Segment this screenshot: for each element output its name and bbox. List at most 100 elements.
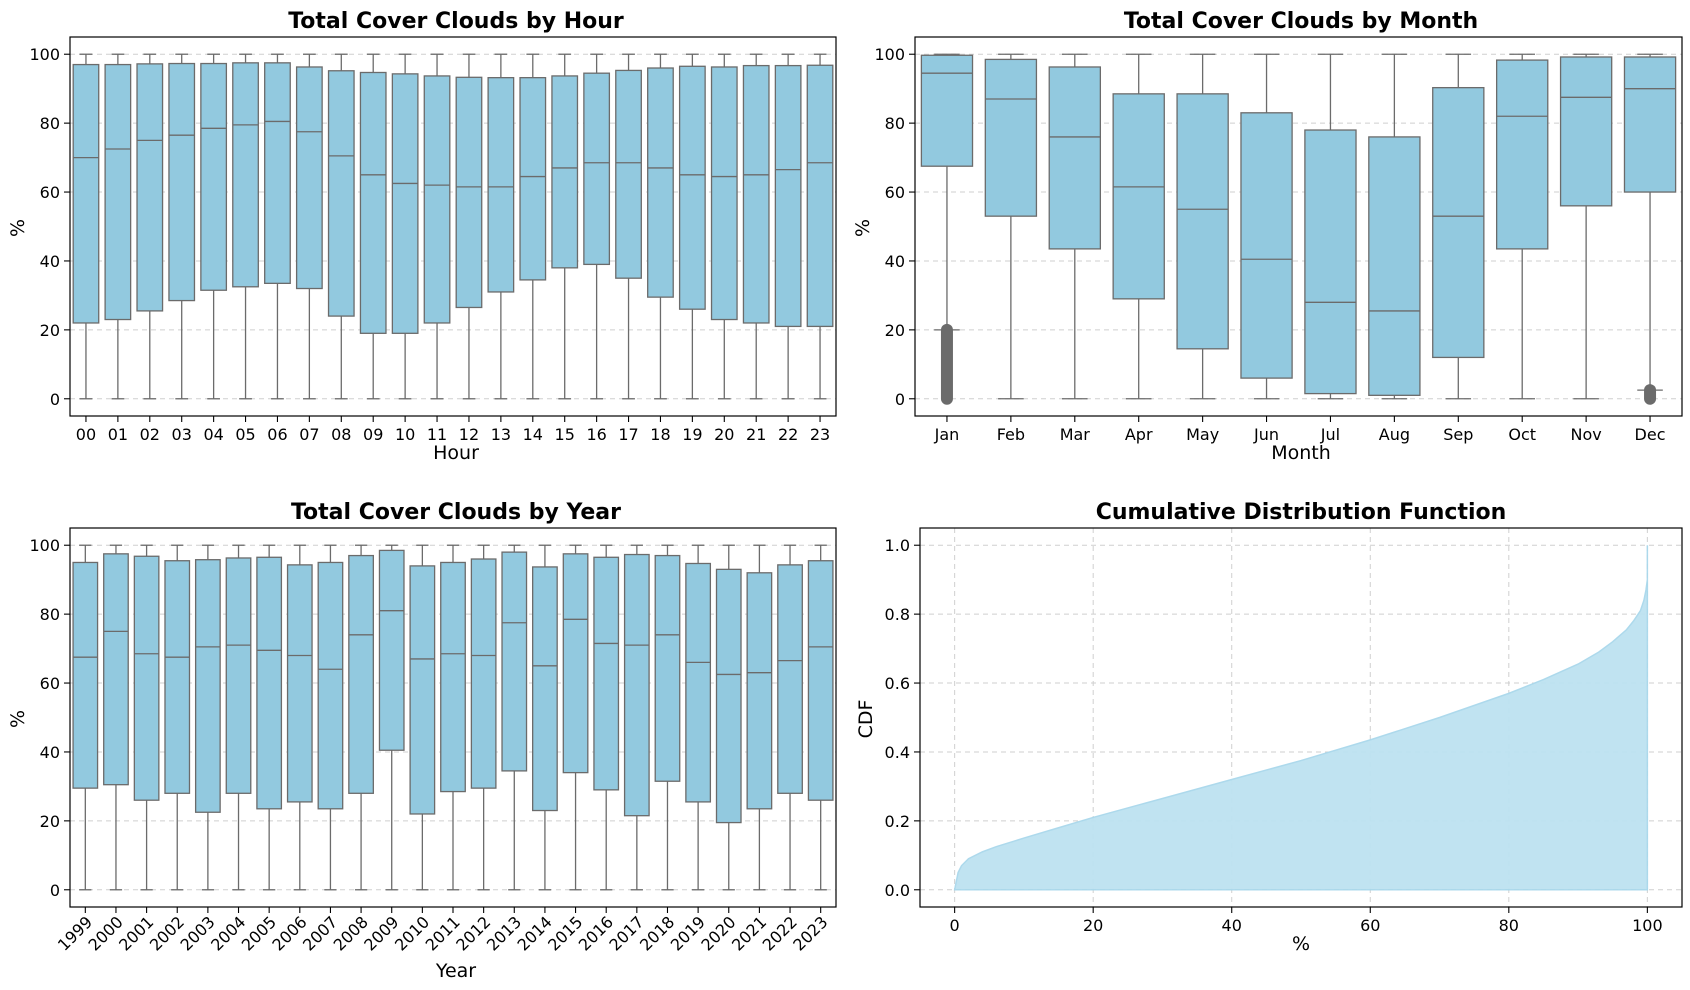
box: [264, 62, 291, 285]
cdf-x-axis-label: %: [1292, 933, 1310, 955]
box: [583, 72, 611, 266]
x-tick-label: Aug: [1379, 425, 1410, 444]
cdf-y-axis-label: CDF: [855, 700, 877, 739]
x-tick-label: Mar: [1060, 425, 1091, 444]
x-tick-label: 18: [650, 425, 670, 444]
x-tick-label: Dec: [1635, 425, 1666, 444]
box: [1368, 136, 1421, 396]
y-tick-label: 20: [40, 812, 60, 831]
box: [1623, 56, 1677, 193]
x-tick-label: Jul: [1320, 425, 1340, 444]
box: [200, 62, 228, 291]
y-tick-label: 0.0: [885, 881, 910, 900]
x-tick-label: 2006: [268, 912, 310, 954]
box: [455, 76, 483, 309]
box: [423, 75, 451, 324]
hour-x-axis-label: Hour: [433, 442, 479, 464]
y-tick-label: 0.6: [885, 674, 910, 693]
hour-chart-title: Total Cover Clouds by Hour: [288, 9, 624, 34]
x-tick-label: 12: [459, 425, 479, 444]
month-chart-title: Total Cover Clouds by Month: [1124, 9, 1478, 34]
y-tick-label: 100: [874, 45, 905, 64]
box: [103, 553, 129, 786]
y-tick-label: 40: [40, 743, 60, 762]
x-tick-label: 60: [1360, 916, 1380, 935]
x-tick-label: 2020: [697, 912, 739, 954]
x-tick-label: 07: [299, 425, 319, 444]
y-tick-label: 0.8: [885, 605, 910, 624]
box: [710, 66, 738, 321]
x-tick-label: 09: [363, 425, 383, 444]
box: [593, 556, 620, 791]
y-tick-label: 1.0: [885, 536, 910, 555]
box: [391, 73, 419, 334]
x-tick-label: 2017: [605, 912, 647, 954]
x-tick-label: 2019: [667, 912, 709, 954]
y-tick-label: 20: [885, 321, 905, 340]
x-tick-label: Feb: [997, 425, 1025, 444]
box: [623, 553, 650, 817]
box: [615, 69, 642, 279]
x-tick-label: 10: [395, 425, 415, 444]
box: [920, 54, 974, 167]
y-tick-label: 100: [29, 45, 60, 64]
box: [1432, 86, 1485, 359]
x-tick-label: 19: [682, 425, 702, 444]
plot-frame: [914, 36, 1683, 417]
x-tick-label: Sep: [1443, 425, 1473, 444]
box: [1495, 59, 1549, 250]
x-tick-label: 2007: [299, 912, 341, 954]
x-tick-label: 2023: [789, 912, 831, 954]
box: [164, 560, 191, 794]
x-tick-label: 2005: [238, 912, 280, 954]
y-tick-label: 0.2: [885, 812, 910, 831]
x-tick-label: 08: [331, 425, 351, 444]
box: [501, 551, 528, 772]
x-tick-label: 11: [427, 425, 447, 444]
x-tick-label: 16: [586, 425, 606, 444]
box: [136, 63, 164, 312]
x-tick-label: 00: [76, 425, 96, 444]
x-tick-label: 20: [1083, 916, 1103, 935]
x-tick-label: 2010: [391, 912, 433, 954]
y-tick-label: 0: [895, 390, 905, 409]
x-tick-label: May: [1186, 425, 1219, 444]
x-tick-label: 20: [714, 425, 734, 444]
x-tick-label: 40: [1222, 916, 1242, 935]
x-tick-label: 2016: [575, 912, 617, 954]
x-tick-label: Jun: [1253, 425, 1279, 444]
box: [133, 555, 160, 801]
x-tick-label: 2021: [728, 912, 770, 954]
x-tick-label: 13: [491, 425, 511, 444]
x-tick-label: 2003: [176, 912, 218, 954]
box: [72, 63, 100, 324]
box: [168, 62, 196, 302]
x-tick-label: 06: [267, 425, 287, 444]
cdf-chart-title: Cumulative Distribution Function: [1096, 500, 1507, 525]
box: [232, 62, 259, 288]
box: [225, 557, 252, 794]
x-tick-label: 2008: [330, 912, 372, 954]
y-tick-label: 40: [885, 252, 905, 271]
x-tick-label: Apr: [1125, 425, 1153, 444]
box: [984, 58, 1038, 217]
box: [678, 65, 706, 310]
x-tick-label: 2001: [115, 912, 157, 954]
x-tick-label: 2013: [483, 912, 525, 954]
x-tick-label: 01: [108, 425, 128, 444]
cdf-area: [953, 545, 1649, 891]
box: [378, 549, 405, 751]
box: [359, 71, 387, 334]
x-tick-label: 21: [746, 425, 766, 444]
x-tick-label: 2011: [422, 912, 464, 954]
box: [806, 64, 834, 328]
x-tick-label: 22: [778, 425, 798, 444]
x-tick-label: 05: [235, 425, 255, 444]
box: [1304, 129, 1357, 395]
box: [647, 67, 674, 298]
box: [104, 63, 132, 321]
box: [470, 558, 497, 789]
y-tick-label: 80: [40, 114, 60, 133]
y-tick-label: 40: [40, 252, 60, 271]
box: [1176, 93, 1229, 350]
